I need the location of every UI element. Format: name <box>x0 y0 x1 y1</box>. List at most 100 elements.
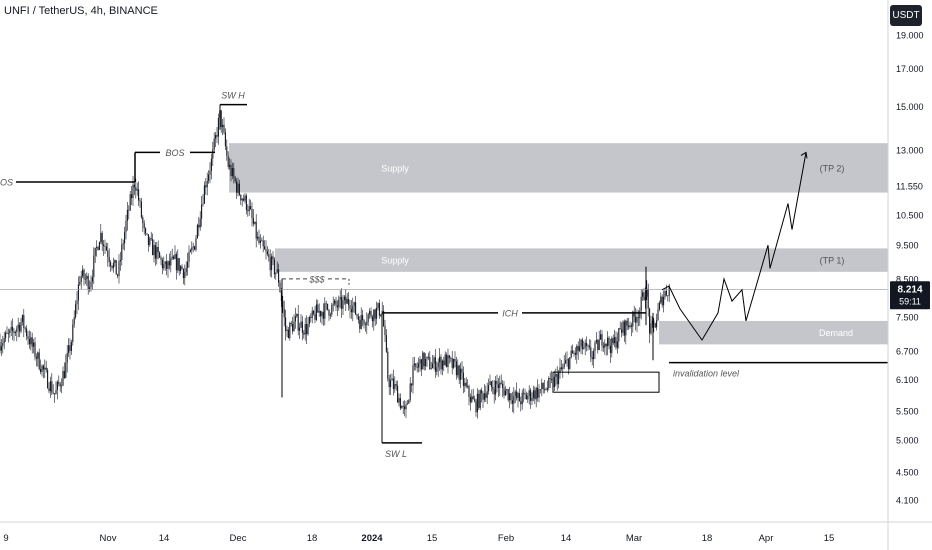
candle-body <box>202 203 204 205</box>
candle-body <box>639 310 641 319</box>
candle-body <box>436 367 438 372</box>
candle-body <box>135 187 137 191</box>
candle-body <box>356 314 358 317</box>
candle-body <box>350 309 352 313</box>
candle-body <box>283 308 285 318</box>
candle-body <box>658 302 660 310</box>
candle-body <box>19 324 21 332</box>
candle-body <box>58 381 60 384</box>
candle-body <box>542 382 544 390</box>
candle-body <box>237 183 239 193</box>
candle-body <box>248 206 250 212</box>
candle-body <box>300 321 302 328</box>
candle-body <box>164 261 166 265</box>
projection-arrowhead <box>800 151 808 159</box>
time-tick-label: 14 <box>159 533 170 544</box>
candle-body <box>451 358 453 368</box>
candle-body <box>378 303 380 316</box>
candle-body <box>296 313 298 317</box>
candle-body <box>209 170 211 175</box>
candle-body <box>152 239 154 256</box>
time-tick-label: 15 <box>824 533 835 544</box>
candle-body <box>656 320 658 328</box>
candle-body <box>517 393 519 399</box>
candle-body <box>339 296 341 300</box>
candle-body <box>0 342 1 351</box>
candle-body <box>150 238 152 240</box>
candle-body <box>65 362 67 378</box>
candle-body <box>63 370 65 378</box>
candle-body <box>587 345 589 347</box>
candle-body <box>287 329 289 339</box>
candle-body <box>665 290 667 296</box>
zones-layer: Supply Supply Demand <box>229 143 888 345</box>
candle-body <box>577 345 579 351</box>
candle-body <box>405 404 407 410</box>
candle-body <box>447 355 449 368</box>
candle-body <box>478 393 480 408</box>
candle-body <box>275 272 277 275</box>
candles-layer <box>0 104 670 443</box>
candle-body <box>52 392 54 394</box>
candle-body <box>20 322 22 332</box>
invalidation-label: invalidation level <box>673 369 740 379</box>
candle-body <box>108 257 110 263</box>
currency-badge[interactable]: USDT <box>890 5 922 26</box>
time-tick-label: 9 <box>3 533 8 544</box>
candle-body <box>97 247 99 250</box>
price-tick-label: 6.100 <box>896 375 919 385</box>
candle-body <box>455 361 457 376</box>
candle-body <box>601 334 603 346</box>
supply-zone-lower-label: Supply <box>381 256 409 266</box>
candle-body <box>440 356 442 370</box>
candle-body <box>594 342 596 352</box>
candle-body <box>173 256 175 259</box>
candle-body <box>306 324 308 335</box>
candle-body <box>14 332 16 334</box>
candle-body <box>412 365 414 386</box>
candle-body <box>458 365 460 380</box>
candle-body <box>486 391 488 398</box>
candle-body <box>47 370 49 389</box>
candle-body <box>551 379 553 380</box>
candle-body <box>79 281 81 285</box>
candle-body <box>336 305 338 308</box>
candle-body <box>223 124 225 133</box>
candle-body <box>282 300 284 309</box>
candle-body <box>301 321 303 333</box>
candle-body <box>471 396 473 403</box>
candle-body <box>273 259 275 275</box>
candle-body <box>286 329 288 331</box>
price-tick-label: 19.000 <box>896 31 924 41</box>
candle-body <box>16 328 18 333</box>
candle-body <box>131 194 133 199</box>
candle-body <box>311 310 313 318</box>
candle-body <box>370 311 372 317</box>
candle-body <box>492 386 494 390</box>
candle-body <box>628 325 630 328</box>
candle-body <box>140 201 142 218</box>
candle-body <box>198 224 200 228</box>
candle-body <box>146 233 148 235</box>
candle-body <box>7 332 9 334</box>
candle-body <box>107 250 109 258</box>
time-tick-label: Apr <box>759 533 774 544</box>
candle-body <box>493 389 495 395</box>
candle-body <box>369 311 371 315</box>
sw-low-label: SW L <box>385 449 407 459</box>
candle-body <box>467 385 469 387</box>
candle-body <box>602 345 604 348</box>
candle-body <box>394 384 396 389</box>
candle-body <box>465 382 467 387</box>
candle-body <box>324 303 326 319</box>
candle-body <box>115 260 117 275</box>
candle-body <box>506 389 508 391</box>
candle-body <box>147 234 149 245</box>
candle-body <box>548 378 550 388</box>
candle-body <box>362 315 364 321</box>
candle-body <box>276 269 278 273</box>
candle-body <box>398 398 400 403</box>
candle-body <box>174 254 176 259</box>
candle-body <box>161 259 163 269</box>
